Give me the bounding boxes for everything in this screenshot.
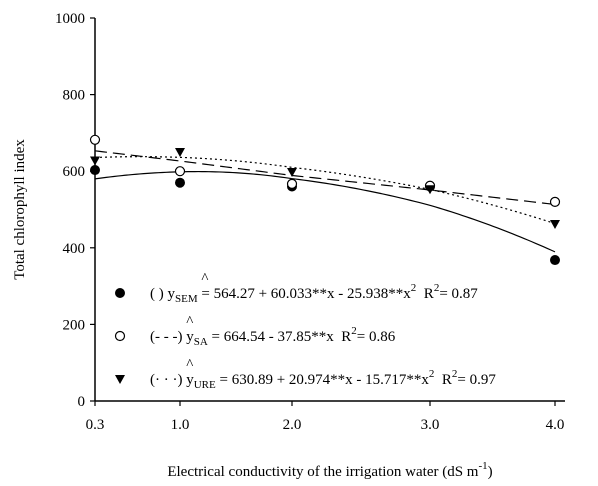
x-tick-label: 2.0 — [283, 417, 302, 433]
data-point-sa — [89, 134, 101, 145]
data-point-ure — [425, 185, 435, 195]
y-tick-label: 600 — [63, 164, 86, 180]
legend-entry-sa: (- - -) ySA = 664.54 - 37.85**x R2= 0.86 — [150, 325, 396, 348]
x-tick-label: 4.0 — [546, 417, 565, 433]
data-point-sa — [174, 166, 186, 177]
x-axis-title: Electrical conductivity of the irrigatio… — [167, 460, 492, 480]
y-tick-label: 800 — [63, 88, 86, 104]
fit-curve-ure — [94, 156, 556, 225]
data-point-ure — [287, 167, 297, 177]
y-tick-label: 200 — [63, 317, 86, 333]
fit-curve-sa — [94, 150, 556, 206]
legend-hat-sa: ^ — [186, 314, 193, 330]
legend-entry-sem: ( ) ySEM = 564.27 + 60.033**x - 25.938**… — [150, 282, 478, 305]
fit-curves — [94, 150, 556, 253]
legend-marker-ure — [115, 375, 125, 384]
y-axis-title: Total chlorophyll index — [12, 139, 28, 280]
data-point-sem — [550, 255, 560, 266]
fit-curve-sem — [94, 170, 556, 253]
x-tick-label: 3.0 — [421, 417, 440, 433]
y-tick-label: 0 — [78, 394, 86, 410]
x-tick-label: 0.3 — [86, 417, 105, 433]
legend-hat-ure: ^ — [186, 357, 193, 373]
data-points — [89, 134, 561, 266]
data-point-sem — [90, 165, 100, 176]
legend-marker-sa — [114, 330, 126, 342]
axes — [94, 18, 565, 402]
x-tick-label: 1.0 — [171, 417, 190, 433]
data-point-ure — [175, 148, 185, 158]
data-point-ure — [90, 156, 100, 166]
data-point-sem — [175, 177, 185, 188]
ticks: 0 200 400 600 800 1000 0.3 1.0 2.0 3.0 4.0 — [55, 11, 564, 433]
legend-marker-sem — [115, 288, 125, 298]
legend-entry-ure: (· · ·) yURE = 630.89 + 20.974**x - 15.7… — [150, 368, 496, 391]
y-tick-label: 400 — [63, 241, 86, 257]
data-point-sa — [549, 196, 561, 207]
data-point-ure — [550, 220, 560, 230]
y-tick-label: 1000 — [55, 11, 85, 27]
data-point-sa — [286, 178, 298, 189]
legend: ( ) ySEM = 564.27 + 60.033**x - 25.938**… — [114, 271, 496, 391]
legend-hat-sem: ^ — [201, 271, 208, 287]
